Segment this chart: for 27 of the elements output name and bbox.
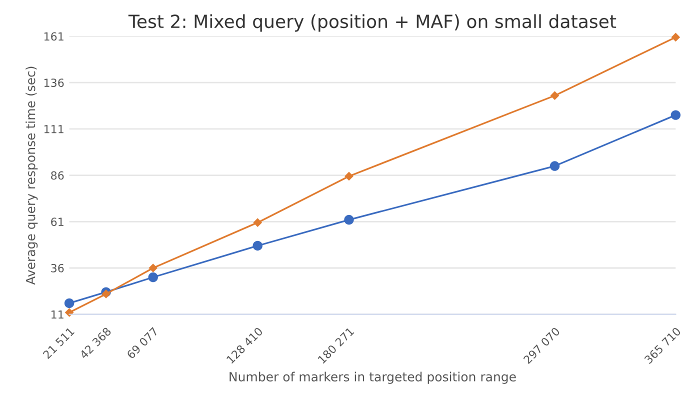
y-tick-label: 86 bbox=[51, 171, 64, 180]
y-tick-label: 161 bbox=[44, 32, 64, 41]
x-axis-title: Number of markers in targeted position range bbox=[230, 372, 516, 384]
y-tick-label: 111 bbox=[44, 125, 64, 134]
point bbox=[148, 264, 158, 272]
chart-title: Test 2: Mixed query (position + MAF) on small dataset bbox=[128, 14, 616, 32]
point bbox=[344, 172, 354, 181]
point bbox=[64, 308, 74, 317]
point bbox=[252, 240, 262, 251]
x-tick-label: 180 271 bbox=[318, 327, 354, 364]
point bbox=[550, 91, 560, 100]
y-tick-label: 61 bbox=[51, 218, 64, 226]
point bbox=[102, 290, 110, 298]
y-tick-label: 11 bbox=[52, 310, 64, 319]
point bbox=[253, 218, 262, 227]
x-tick-label: 69 077 bbox=[126, 326, 159, 360]
x-tick-label: 128 410 bbox=[226, 326, 264, 364]
point bbox=[64, 298, 74, 308]
point bbox=[344, 214, 354, 225]
y-axis-title: Average query response time (sec) bbox=[26, 66, 38, 285]
point bbox=[670, 110, 681, 120]
point bbox=[671, 32, 680, 42]
y-tick-label: 36 bbox=[51, 264, 64, 272]
point bbox=[550, 161, 560, 171]
y-tick-label: 136 bbox=[44, 78, 64, 87]
point bbox=[148, 272, 158, 282]
x-tick-label: 21 511 bbox=[42, 327, 75, 360]
